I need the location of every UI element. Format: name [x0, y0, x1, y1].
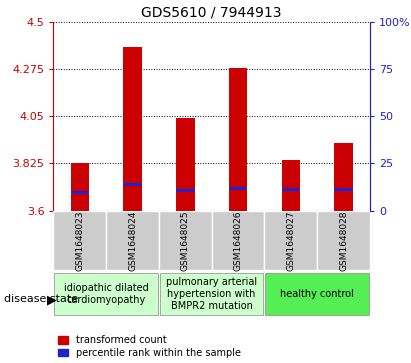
Text: disease state: disease state — [4, 294, 78, 305]
Text: GSM1648025: GSM1648025 — [181, 210, 190, 271]
Bar — [123, 183, 142, 186]
FancyBboxPatch shape — [266, 273, 369, 315]
Bar — [176, 189, 194, 192]
Text: GSM1648023: GSM1648023 — [75, 210, 84, 271]
Bar — [71, 163, 89, 211]
FancyBboxPatch shape — [160, 273, 263, 315]
FancyBboxPatch shape — [264, 211, 317, 270]
Text: GSM1648024: GSM1648024 — [128, 210, 137, 271]
Bar — [176, 118, 194, 211]
FancyBboxPatch shape — [55, 273, 158, 315]
Text: pulmonary arterial
hypertension with
BMPR2 mutation: pulmonary arterial hypertension with BMP… — [166, 277, 257, 311]
Bar — [282, 160, 300, 211]
Bar — [71, 191, 89, 195]
Bar — [123, 47, 142, 211]
FancyBboxPatch shape — [53, 211, 106, 270]
Text: GSM1648026: GSM1648026 — [233, 210, 242, 271]
FancyBboxPatch shape — [212, 211, 264, 270]
Bar — [282, 188, 300, 191]
Bar — [334, 143, 353, 211]
Title: GDS5610 / 7944913: GDS5610 / 7944913 — [141, 5, 282, 19]
Bar — [229, 68, 247, 211]
FancyBboxPatch shape — [159, 211, 212, 270]
Text: GSM1648028: GSM1648028 — [339, 210, 348, 271]
Text: ▶: ▶ — [47, 293, 57, 306]
Bar — [334, 188, 353, 191]
Legend: transformed count, percentile rank within the sample: transformed count, percentile rank withi… — [58, 335, 241, 358]
Text: GSM1648027: GSM1648027 — [286, 210, 295, 271]
FancyBboxPatch shape — [106, 211, 159, 270]
Text: healthy control: healthy control — [280, 289, 354, 299]
Bar — [229, 187, 247, 190]
FancyBboxPatch shape — [317, 211, 370, 270]
Text: idiopathic dilated
cardiomyopathy: idiopathic dilated cardiomyopathy — [64, 283, 148, 305]
